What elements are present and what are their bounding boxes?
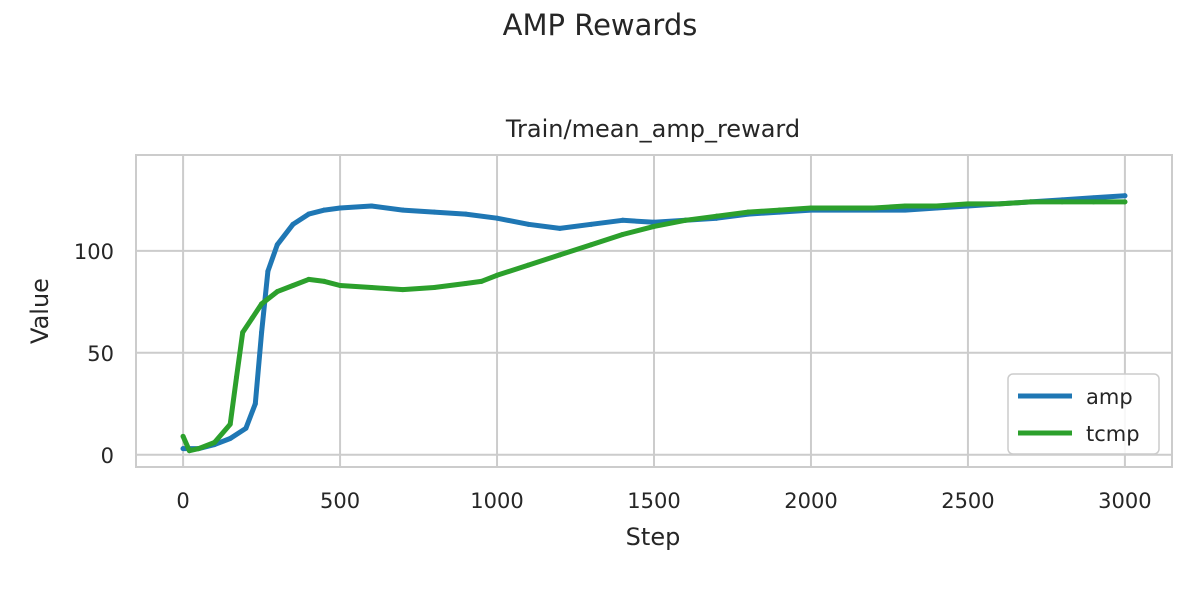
data-point-tcmp	[227, 421, 233, 427]
data-point-tcmp	[321, 278, 327, 284]
data-point-tcmp	[186, 448, 192, 454]
data-point-tcmp	[1059, 199, 1065, 205]
data-point-tcmp	[1091, 199, 1097, 205]
data-point-amp	[902, 207, 908, 213]
data-point-amp	[274, 242, 280, 248]
data-point-tcmp	[274, 289, 280, 295]
grid	[136, 155, 1172, 467]
x-tick-label: 0	[176, 489, 189, 513]
data-point-tcmp	[337, 283, 343, 289]
data-point-amp	[1091, 195, 1097, 201]
data-point-amp	[265, 268, 271, 274]
legend-label-amp: amp	[1086, 385, 1133, 409]
data-point-tcmp	[211, 440, 217, 446]
data-point-tcmp	[233, 374, 239, 380]
data-point-amp	[227, 435, 233, 441]
data-point-amp	[337, 205, 343, 211]
x-tick-label: 1000	[470, 489, 523, 513]
y-tick-labels: 0 50 100	[74, 240, 114, 468]
data-point-tcmp	[651, 223, 657, 229]
plot-frame	[135, 154, 1173, 468]
data-point-tcmp	[620, 232, 626, 238]
data-point-tcmp	[871, 205, 877, 211]
data-point-amp	[400, 207, 406, 213]
data-point-tcmp	[196, 446, 202, 452]
data-point-amp	[1122, 193, 1128, 199]
data-point-tcmp	[368, 285, 374, 291]
data-point-amp	[180, 446, 186, 452]
data-point-tcmp	[463, 280, 469, 286]
data-point-tcmp	[431, 285, 437, 291]
data-point-tcmp	[1028, 199, 1034, 205]
y-tick-label: 50	[87, 342, 114, 366]
x-tick-label: 3000	[1098, 489, 1151, 513]
data-point-amp	[290, 221, 296, 227]
chart-title: Train/mean_amp_reward	[505, 115, 800, 143]
data-point-tcmp	[745, 209, 751, 215]
data-point-amp	[588, 221, 594, 227]
data-point-amp	[463, 211, 469, 217]
data-point-amp	[368, 203, 374, 209]
data-point-tcmp	[306, 276, 312, 282]
legend-label-tcmp: tcmp	[1086, 422, 1140, 446]
data-point-tcmp	[934, 203, 940, 209]
data-point-amp	[259, 329, 265, 335]
x-tick-labels: 0 500 1000 1500 2000 2500 3000	[176, 489, 1151, 513]
y-axis-label: Value	[26, 278, 54, 344]
data-point-tcmp	[902, 203, 908, 209]
data-point-amp	[651, 219, 657, 225]
data-point-tcmp	[714, 213, 720, 219]
data-point-tcmp	[400, 287, 406, 293]
x-tick-label: 2500	[941, 489, 994, 513]
data-point-tcmp	[808, 205, 814, 211]
data-point-tcmp	[1122, 199, 1128, 205]
data-point-tcmp	[249, 315, 255, 321]
y-tick-label: 0	[101, 444, 114, 468]
data-point-tcmp	[588, 242, 594, 248]
data-point-amp	[306, 211, 312, 217]
data-point-tcmp	[478, 278, 484, 284]
data-point-tcmp	[180, 433, 186, 439]
y-tick-label: 100	[74, 240, 114, 264]
data-point-tcmp	[259, 301, 265, 307]
series-line-tcmp	[180, 199, 1128, 454]
data-point-tcmp	[557, 252, 563, 258]
data-point-amp	[431, 209, 437, 215]
data-point-tcmp	[682, 217, 688, 223]
data-point-amp	[557, 225, 563, 231]
data-point-tcmp	[965, 201, 971, 207]
data-point-tcmp	[839, 205, 845, 211]
data-point-amp	[243, 425, 249, 431]
data-point-amp	[252, 401, 258, 407]
data-point-amp	[525, 221, 531, 227]
x-tick-label: 1500	[627, 489, 680, 513]
x-axis-label: Step	[626, 523, 681, 551]
data-point-amp	[494, 215, 500, 221]
data-point-tcmp	[525, 262, 531, 268]
data-point-tcmp	[494, 272, 500, 278]
series-layer	[180, 193, 1128, 454]
legend: amp tcmp	[1007, 373, 1160, 455]
x-tick-label: 500	[320, 489, 360, 513]
data-point-amp	[620, 217, 626, 223]
figure-suptitle: AMP Rewards	[503, 8, 698, 42]
x-tick-label: 2000	[784, 489, 837, 513]
data-point-amp	[321, 207, 327, 213]
data-point-tcmp	[996, 201, 1002, 207]
data-point-tcmp	[290, 283, 296, 289]
data-point-tcmp	[240, 329, 246, 335]
data-point-tcmp	[777, 207, 783, 213]
